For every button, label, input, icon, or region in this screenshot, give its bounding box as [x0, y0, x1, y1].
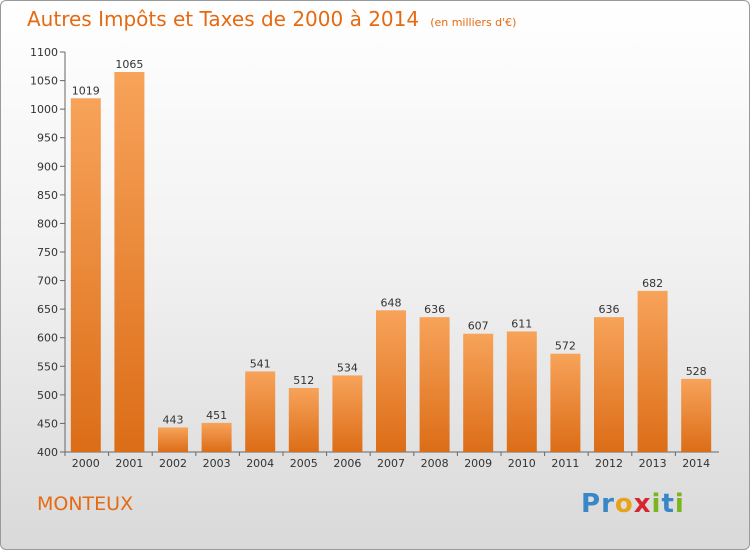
- value-label-2003: 451: [206, 409, 227, 422]
- chart-title: Autres Impôts et Taxes de 2000 à 2014: [27, 7, 420, 31]
- y-tick-label: 900: [37, 160, 58, 173]
- y-tick-label: 450: [37, 417, 58, 430]
- title-row: Autres Impôts et Taxes de 2000 à 2014 (e…: [27, 7, 516, 31]
- logo-letter: i: [674, 489, 685, 519]
- bar-2012: [594, 317, 624, 452]
- bar-2009: [463, 333, 494, 452]
- y-tick-label: 500: [37, 389, 58, 402]
- bar-2001: [114, 72, 145, 452]
- value-label-2014: 528: [686, 365, 707, 378]
- y-tick-label: 1000: [30, 103, 58, 116]
- value-label-2005: 512: [293, 374, 314, 387]
- value-label-2013: 682: [642, 277, 663, 290]
- x-tick-label: 2004: [246, 457, 274, 470]
- logo-letter: i: [651, 489, 662, 519]
- x-tick-label: 2001: [115, 457, 143, 470]
- bar-2014: [681, 378, 712, 452]
- bar-2008: [419, 317, 450, 452]
- value-label-2010: 611: [511, 317, 532, 330]
- y-tick-label: 750: [37, 246, 58, 259]
- bar-2000: [70, 98, 101, 453]
- x-tick-label: 2008: [421, 457, 449, 470]
- x-tick-label: 2003: [203, 457, 231, 470]
- y-tick-label: 400: [37, 446, 58, 459]
- x-tick-label: 2009: [464, 457, 492, 470]
- bars: [70, 72, 712, 453]
- value-label-2012: 636: [599, 303, 620, 316]
- value-label-2011: 572: [555, 340, 576, 353]
- x-tick-label: 2002: [159, 457, 187, 470]
- bar-2007: [376, 310, 406, 452]
- value-label-2009: 607: [468, 320, 489, 333]
- value-label-2002: 443: [163, 413, 184, 426]
- logo-letter: P: [581, 489, 602, 519]
- x-tick-label: 2007: [377, 457, 405, 470]
- x-tick-label: 2014: [682, 457, 710, 470]
- y-tick-label: 1050: [30, 75, 58, 88]
- value-label-2001: 1065: [115, 58, 143, 71]
- value-labels: 1019 1065 443 451 541 512 534 648 636 607 611 572 63…: [72, 58, 707, 426]
- logo-letter: x: [633, 489, 652, 519]
- logo-letter: o: [614, 489, 634, 519]
- bar-2013: [637, 290, 668, 452]
- bar-2010: [506, 331, 537, 452]
- y-tick-label: 850: [37, 189, 58, 202]
- y-tick-label: 600: [37, 332, 58, 345]
- value-label-2006: 534: [337, 361, 358, 374]
- value-label-2007: 648: [381, 296, 402, 309]
- chart-subtitle: (en milliers d'€): [430, 16, 517, 29]
- x-tick-label: 2006: [333, 457, 361, 470]
- x-tick-label: 2012: [595, 457, 623, 470]
- bar-2002: [158, 427, 188, 452]
- value-label-2008: 636: [424, 303, 445, 316]
- commune-name: MONTEUX: [37, 493, 134, 515]
- bar-2011: [550, 353, 581, 452]
- bar-2006: [332, 375, 363, 452]
- y-tick-label: 550: [37, 360, 58, 373]
- x-tick-label: 2000: [72, 457, 100, 470]
- y-tick-label: 650: [37, 303, 58, 316]
- y-tick-label: 800: [37, 217, 58, 230]
- logo-letter: r: [601, 489, 615, 519]
- y-tick-label: 700: [37, 275, 58, 288]
- value-label-2000: 1019: [72, 84, 100, 97]
- value-label-2004: 541: [250, 357, 271, 370]
- x-axis: 2000 2001 2002 2003 2004 2005 2006 2007 2008 2009…: [64, 451, 719, 470]
- x-tick-label: 2013: [639, 457, 667, 470]
- logo-letter: t: [661, 489, 675, 519]
- y-tick-label: 1100: [30, 46, 58, 59]
- x-tick-label: 2005: [290, 457, 318, 470]
- proxiti-logo: Proxiti: [581, 489, 685, 519]
- x-tick-label: 2010: [508, 457, 536, 470]
- x-tick-label: 2011: [551, 457, 579, 470]
- bar-2004: [245, 371, 276, 452]
- bar-2005: [288, 388, 319, 452]
- bar-2003: [201, 422, 232, 452]
- y-axis: 400 450 500 550 600 650 700 750 800 850 900 950 1000…: [30, 46, 66, 459]
- y-tick-label: 950: [37, 132, 58, 145]
